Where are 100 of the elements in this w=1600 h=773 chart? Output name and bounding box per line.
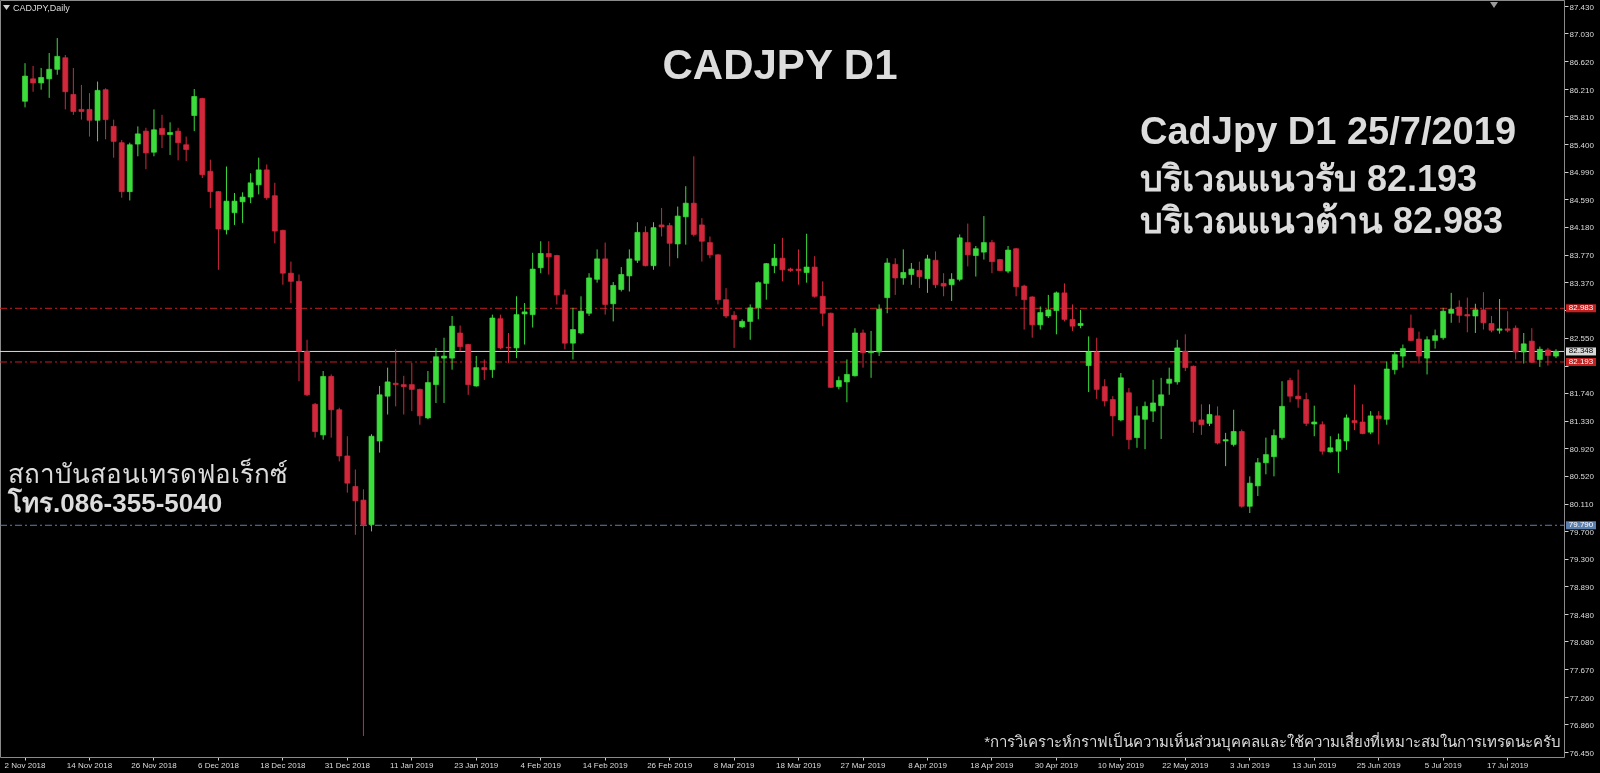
candlestick (159, 114, 165, 149)
x-tick-label: 14 Nov 2018 (66, 760, 113, 770)
x-tick-label: 2 Nov 2018 (4, 760, 47, 770)
y-tick-label: 87.030 (1569, 29, 1595, 39)
candlestick (1545, 347, 1551, 367)
x-tick-label: 5 Jul 2019 (1424, 760, 1463, 770)
candlestick (191, 88, 198, 132)
y-tick-label: 80.520 (1569, 472, 1595, 482)
candlestick (1303, 392, 1310, 427)
x-tick-label: 25 Jun 2019 (1356, 760, 1402, 770)
candlestick (707, 235, 713, 259)
candlestick (457, 325, 463, 352)
candlestick (1287, 377, 1293, 403)
y-tick-label: 82.550 (1569, 334, 1595, 344)
candlestick (473, 355, 480, 388)
candlestick (908, 262, 915, 286)
candlestick (400, 375, 407, 416)
x-tick-label: 10 May 2019 (1097, 760, 1145, 770)
x-tick-label: 8 Apr 2019 (908, 760, 948, 770)
candlestick (1520, 332, 1527, 365)
candlestick (110, 119, 117, 159)
y-tick-label: 87.430 (1569, 2, 1595, 12)
ref-line-label: 82.348 (1568, 346, 1594, 356)
y-tick-label: 77.260 (1569, 693, 1595, 703)
candlestick (972, 245, 979, 278)
y-tick-label: 77.670 (1569, 665, 1595, 675)
candlestick (1045, 294, 1052, 319)
candlestick (1496, 298, 1503, 335)
candlestick (948, 272, 955, 302)
y-tick-label: 84.180 (1569, 223, 1595, 233)
ref-line-label: 82.983 (1568, 303, 1594, 313)
candlestick (892, 257, 899, 296)
annotation: บริเวณแนวรับ 82.193 (1140, 158, 1478, 199)
y-tick-label: 81.740 (1569, 389, 1595, 399)
candlestick (1142, 401, 1148, 450)
y-tick-label: 83.770 (1569, 251, 1595, 261)
annotation: บริเวณแนวต้าน 82.983 (1140, 200, 1504, 241)
x-tick-label: 3 Jun 2019 (1229, 760, 1271, 770)
candlestick (255, 157, 262, 195)
candlestick (1077, 309, 1084, 329)
candlestick (408, 362, 415, 412)
candlestick (1109, 395, 1116, 437)
candlestick (731, 310, 737, 349)
candlestick (578, 295, 584, 335)
candlestick (1085, 335, 1092, 393)
candlestick (1408, 314, 1414, 342)
candlestick (1263, 437, 1269, 475)
annotation: CadJpy D1 25/7/2019 (1140, 110, 1517, 152)
y-tick-label: 78.080 (1569, 637, 1595, 647)
y-tick-label: 78.480 (1569, 610, 1595, 620)
y-tick-label: 80.110 (1569, 500, 1594, 510)
candlestick (1222, 432, 1229, 467)
x-tick-label: 31 Dec 2018 (324, 760, 371, 770)
x-tick-label: 22 May 2019 (1162, 760, 1209, 770)
candlestick (1537, 346, 1543, 368)
candlestick (1480, 291, 1487, 331)
candlestick (964, 223, 971, 267)
candlestick (1005, 245, 1011, 274)
candlestick (441, 337, 447, 404)
candlestick (1037, 305, 1044, 331)
candlestick (803, 233, 810, 284)
x-tick-label: 18 Mar 2019 (776, 760, 822, 770)
candlestick (723, 287, 729, 319)
candlestick (1400, 344, 1406, 369)
y-tick-label: 84.990 (1569, 168, 1595, 178)
candlestick (1134, 405, 1140, 449)
candlestick (1166, 367, 1173, 396)
candlestick (392, 348, 399, 407)
y-tick-label: 79.700 (1569, 527, 1595, 537)
x-tick-label: 18 Dec 2018 (260, 760, 307, 770)
y-tick-label: 78.890 (1569, 582, 1595, 592)
candlestick (46, 52, 53, 99)
x-tick-label: 26 Nov 2018 (131, 760, 178, 770)
candlestick (1021, 284, 1028, 331)
x-tick-label: 13 Jun 2019 (1292, 760, 1337, 770)
x-tick-label: 17 Jul 2019 (1486, 760, 1529, 770)
candlestick (30, 65, 36, 93)
candlestick (900, 248, 907, 286)
candlestick (481, 358, 488, 381)
candlestick (594, 248, 600, 284)
x-tick-label: 30 Apr 2019 (1034, 760, 1079, 770)
candlestick (763, 262, 770, 301)
candlestick (1464, 297, 1471, 333)
y-tick-label: 85.810 (1569, 112, 1595, 122)
candlestick (1053, 291, 1060, 335)
y-tick-label: 84.590 (1569, 195, 1595, 205)
candlestick (1254, 457, 1261, 497)
x-tick-label: 6 Dec 2018 (197, 760, 240, 770)
candlestick (151, 108, 157, 157)
ref-line-label: 79.790 (1568, 520, 1594, 530)
candlestick (1504, 310, 1511, 333)
x-tick-label: 26 Feb 2019 (647, 760, 693, 770)
candlestick (1295, 369, 1301, 409)
candlestick (1158, 377, 1164, 440)
candlestick (134, 125, 141, 157)
y-tick-label: 79.300 (1569, 555, 1595, 565)
candlestick (916, 261, 923, 289)
candlestick (860, 329, 866, 369)
candlestick (682, 185, 689, 246)
annotation: *การวิเคราะห์กราฟเป็นความเห็นส่วนบุคคลและใช้ความเสี่ยงที่เหมาะสมในการเทรดนะครับ (984, 731, 1561, 752)
